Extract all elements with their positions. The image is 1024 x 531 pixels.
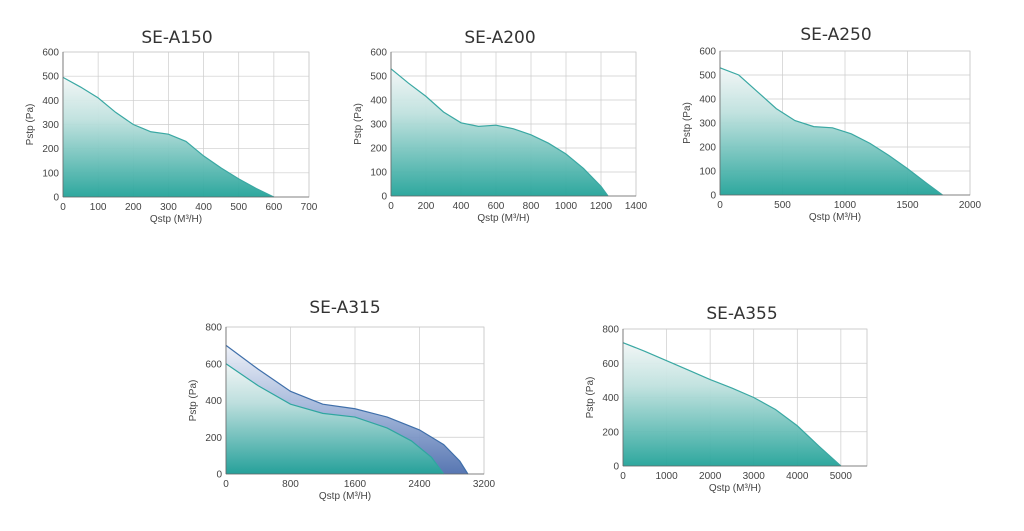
x-tick-label: 0 [717, 200, 723, 211]
y-tick-label: 0 [381, 192, 387, 203]
x-axis-label: Qstp (M³/H) [709, 483, 761, 494]
x-tick-label: 1400 [625, 201, 648, 212]
x-tick-label: 700 [301, 202, 318, 213]
x-tick-label: 1000 [834, 200, 857, 211]
chart-se-a315: SE-A315 0 800 1600 2400 3200 0 200 400 600 800 Qst… [188, 298, 496, 502]
x-axis-label: Qstp (M³/H) [319, 491, 371, 502]
x-tick-label: 1000 [555, 201, 578, 212]
x-tick-label: 3200 [473, 479, 496, 490]
chart-title: SE-A355 [706, 304, 777, 324]
y-tick-label: 500 [699, 71, 716, 82]
x-tick-label: 0 [620, 471, 626, 482]
series-area [391, 68, 608, 196]
y-tick-label: 300 [42, 120, 59, 131]
x-axis-label: Qstp (M³/H) [809, 212, 861, 223]
chart-se-a150: SE-A150 0 100 200 300 400 500 600 700 0 100 200 300… [25, 28, 318, 225]
x-tick-label: 200 [125, 202, 142, 213]
series-line [225, 344, 469, 475]
y-tick-label: 600 [205, 359, 222, 370]
y-axis-label: Pstp (Pa) [25, 104, 36, 146]
y-tick-label: 400 [42, 96, 59, 107]
series-line [719, 67, 943, 196]
series-area [226, 363, 444, 474]
series-area [623, 342, 841, 466]
x-tick-label: 0 [388, 201, 394, 212]
y-tick-label: 100 [699, 167, 716, 178]
x-tick-label: 400 [195, 202, 212, 213]
x-tick-label: 1600 [344, 479, 367, 490]
y-tick-label: 400 [602, 393, 619, 404]
y-tick-label: 0 [613, 462, 619, 473]
y-axis-label: Pstp (Pa) [682, 102, 693, 144]
series-area [720, 67, 943, 195]
y-tick-label: 100 [370, 168, 387, 179]
y-axis-label: Pstp (Pa) [353, 103, 364, 145]
y-tick-label: 200 [42, 144, 59, 155]
x-tick-label: 800 [523, 201, 540, 212]
x-tick-label: 600 [266, 202, 283, 213]
y-tick-label: 600 [699, 47, 716, 58]
y-tick-label: 600 [42, 48, 59, 59]
y-tick-label: 100 [42, 168, 59, 179]
chart-title: SE-A250 [800, 25, 871, 45]
x-tick-label: 1000 [655, 471, 678, 482]
y-tick-label: 0 [53, 193, 59, 204]
y-tick-label: 600 [370, 48, 387, 59]
x-tick-label: 2000 [959, 200, 982, 211]
y-axis-label: Pstp (Pa) [585, 377, 596, 419]
x-tick-label: 5000 [830, 471, 853, 482]
chart-se-a250: SE-A250 0 500 1000 1500 2000 0 100 200 300 400 500… [682, 25, 982, 223]
chart-se-a355: SE-A355 0 1000 2000 3000 4000 5000 0 200 400 600 8… [585, 304, 868, 494]
y-tick-label: 600 [602, 359, 619, 370]
x-tick-label: 200 [418, 201, 435, 212]
series-area [63, 77, 274, 197]
x-axis-label: Qstp (M³/H) [150, 214, 202, 225]
y-tick-label: 800 [602, 325, 619, 336]
y-tick-label: 200 [370, 144, 387, 155]
chart-title: SE-A150 [141, 28, 212, 48]
x-axis-label: Qstp (M³/H) [477, 213, 529, 224]
x-tick-label: 800 [282, 479, 299, 490]
y-tick-label: 800 [205, 323, 222, 334]
x-tick-label: 0 [223, 479, 229, 490]
x-tick-label: 500 [774, 200, 791, 211]
y-tick-label: 400 [370, 96, 387, 107]
series-line [62, 76, 275, 198]
x-tick-label: 500 [230, 202, 247, 213]
y-tick-label: 500 [42, 72, 59, 83]
y-tick-label: 400 [205, 396, 222, 407]
y-tick-label: 300 [699, 119, 716, 130]
y-tick-label: 200 [205, 433, 222, 444]
chart-title: SE-A200 [464, 28, 535, 48]
x-tick-label: 1500 [896, 200, 919, 211]
y-tick-label: 200 [699, 143, 716, 154]
y-tick-label: 0 [216, 470, 222, 481]
chart-se-a200: SE-A200 0 200 400 600 800 1000 1200 1400 0 100 200… [353, 28, 648, 224]
x-tick-label: 600 [488, 201, 505, 212]
series-line [622, 342, 842, 467]
y-tick-label: 200 [602, 427, 619, 438]
series-line [225, 363, 445, 475]
y-tick-label: 300 [370, 120, 387, 131]
y-tick-label: 500 [370, 72, 387, 83]
x-tick-label: 300 [160, 202, 177, 213]
x-tick-label: 1200 [590, 201, 613, 212]
x-tick-label: 3000 [743, 471, 766, 482]
x-tick-label: 100 [90, 202, 107, 213]
x-tick-label: 2400 [408, 479, 431, 490]
y-tick-label: 0 [710, 191, 716, 202]
x-tick-label: 4000 [786, 471, 809, 482]
x-tick-label: 400 [453, 201, 470, 212]
x-tick-label: 2000 [699, 471, 722, 482]
x-tick-label: 0 [60, 202, 66, 213]
series-line [390, 68, 609, 197]
y-tick-label: 400 [699, 95, 716, 106]
chart-title: SE-A315 [309, 298, 380, 318]
y-axis-label: Pstp (Pa) [188, 380, 199, 422]
